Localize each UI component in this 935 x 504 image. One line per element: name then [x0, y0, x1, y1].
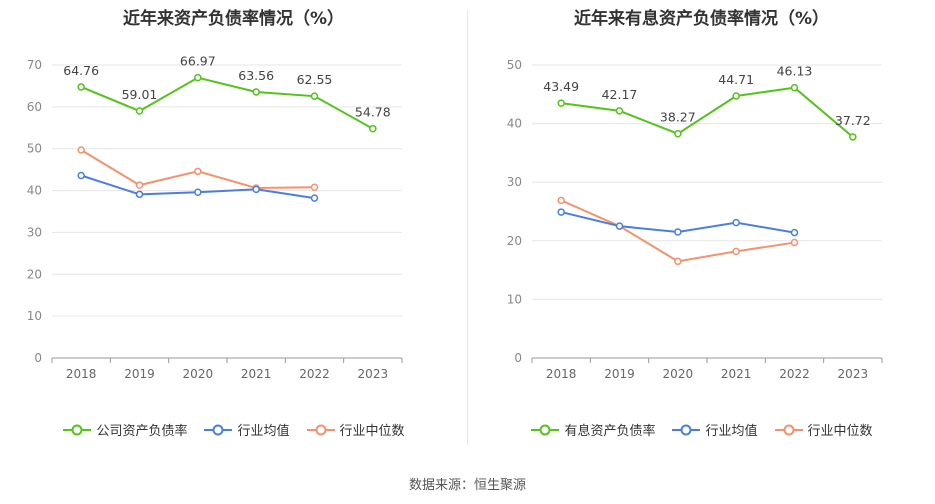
0-data-point [194, 188, 202, 196]
0-ytick-label: 70 [27, 58, 42, 72]
right-chart-plot: 0 10 20 30 40 50 2018 2019 2020 2021 2022 2023 43.49… [507, 58, 883, 381]
0-data-point [252, 88, 260, 96]
0-data-point [77, 171, 85, 180]
0-data-point [77, 83, 85, 91]
0-data-point [135, 190, 144, 199]
1-data-point [790, 238, 799, 247]
0-data-point [369, 124, 377, 133]
1-data-point [615, 107, 624, 115]
1-series-line-0 [561, 86, 854, 138]
0-data-label: 66.97 [180, 54, 216, 69]
0-data-point [252, 185, 260, 194]
0-data-label: 64.76 [63, 63, 99, 78]
0-xtick-label: 2022 [299, 367, 330, 381]
legend-label: 行业均值 [237, 424, 290, 439]
0-xtick-label: 2018 [66, 367, 97, 381]
0-xtick-label: 2020 [183, 367, 214, 381]
1-xtick-label: 2019 [604, 367, 635, 381]
legend-line-marker-icon [306, 424, 335, 435]
data-source-note: 数据来源：恒生聚源 [408, 478, 526, 493]
legend-label: 行业中位数 [807, 424, 873, 439]
0-ytick-label: 30 [27, 225, 42, 239]
1-data-point [674, 129, 682, 138]
1-data-point [674, 257, 682, 266]
legend-item[interactable]: 公司资产负债率 [62, 420, 187, 439]
legend-label: 行业均值 [705, 424, 758, 439]
0-data-label: 62.55 [297, 72, 333, 87]
1-data-point [674, 228, 682, 236]
0-data-label: 54.78 [355, 105, 391, 120]
left-chart-legend: 公司资产负债率 行业均值 行业中位数 [0, 420, 467, 439]
right-chart-title: 近年来有息资产负债率情况（%） [573, 9, 830, 29]
0-ytick-label: 40 [27, 184, 42, 198]
0-data-label: 59.01 [122, 87, 158, 102]
0-ytick-label: 20 [27, 267, 42, 281]
0-data-point [135, 181, 144, 189]
legend-item[interactable]: 行业中位数 [306, 420, 405, 439]
1-ytick-label: 10 [507, 292, 522, 306]
legend-label: 公司资产负债率 [96, 424, 188, 439]
legend-item[interactable]: 行业均值 [671, 420, 758, 439]
0-xtick-label: 2019 [124, 367, 155, 381]
0-xtick-label: 2023 [358, 367, 389, 381]
legend-line-marker-icon [531, 424, 560, 435]
1-data-point [732, 218, 740, 227]
1-data-point [615, 222, 624, 230]
0-data-point [310, 92, 319, 100]
0-data-point [310, 194, 319, 202]
1-xtick-label: 2023 [838, 367, 869, 381]
left-chart-panel: 近年来资产负债率情况（%） 0 10 20 30 40 50 60 70 2018 2019 202… [0, 0, 467, 460]
1-xtick-label: 2020 [663, 367, 694, 381]
1-ytick-label: 50 [507, 58, 522, 72]
1-ytick-label: 0 [514, 351, 522, 365]
1-ytick-label: 20 [507, 234, 522, 248]
1-data-point [732, 92, 740, 100]
legend-line-marker-icon [774, 424, 803, 435]
0-data-point [194, 73, 202, 82]
1-ytick-label: 30 [507, 175, 522, 189]
1-data-point [849, 133, 857, 141]
legend-label: 有息资产负债率 [564, 424, 656, 439]
left-chart-title: 近年来资产负债率情况（%） [122, 9, 345, 29]
legend-item[interactable]: 行业均值 [203, 420, 290, 439]
0-ytick-label: 10 [27, 309, 42, 323]
0-data-point [194, 167, 202, 176]
1-data-label: 46.13 [777, 64, 813, 79]
0-data-point [77, 146, 85, 154]
panel-divider [467, 10, 468, 445]
1-data-label: 38.27 [660, 110, 696, 125]
1-xtick-label: 2021 [721, 367, 752, 381]
legend-line-marker-icon [672, 424, 701, 435]
0-series-line-0 [80, 76, 374, 130]
right-chart-panel: 近年来有息资产负债率情况（%） 0 10 20 30 40 50 2018 2019 2020 2… [468, 0, 935, 460]
0-xtick-label: 2021 [241, 367, 272, 381]
0-data-point [310, 183, 319, 191]
1-xtick-label: 2022 [779, 367, 810, 381]
0-data-point [135, 107, 144, 115]
1-data-point [557, 208, 565, 216]
1-data-point [790, 83, 799, 92]
1-data-label: 42.17 [602, 87, 638, 102]
legend-item[interactable]: 有息资产负债率 [530, 420, 655, 439]
1-data-label: 37.72 [835, 113, 871, 128]
0-ytick-label: 0 [34, 351, 42, 365]
legend-line-marker-icon [63, 424, 92, 435]
1-data-label: 44.71 [718, 72, 754, 87]
1-data-label: 43.49 [543, 79, 579, 94]
right-chart-legend: 有息资产负债率 行业均值 行业中位数 [468, 420, 935, 439]
0-ytick-label: 60 [27, 100, 42, 114]
legend-line-marker-icon [204, 424, 233, 435]
1-data-point [557, 196, 565, 205]
0-ytick-label: 50 [27, 142, 42, 156]
0-data-label: 63.56 [238, 68, 274, 83]
1-data-point [790, 228, 799, 237]
1-xtick-label: 2018 [546, 367, 577, 381]
legend-item[interactable]: 行业中位数 [774, 420, 873, 439]
1-data-point [732, 247, 740, 256]
1-ytick-label: 40 [507, 117, 522, 131]
legend-label: 行业中位数 [339, 424, 405, 439]
1-data-point [557, 99, 565, 107]
left-chart-plot: 0 10 20 30 40 50 60 70 2018 2019 2020 2021 2022 2023 6… [27, 54, 403, 381]
